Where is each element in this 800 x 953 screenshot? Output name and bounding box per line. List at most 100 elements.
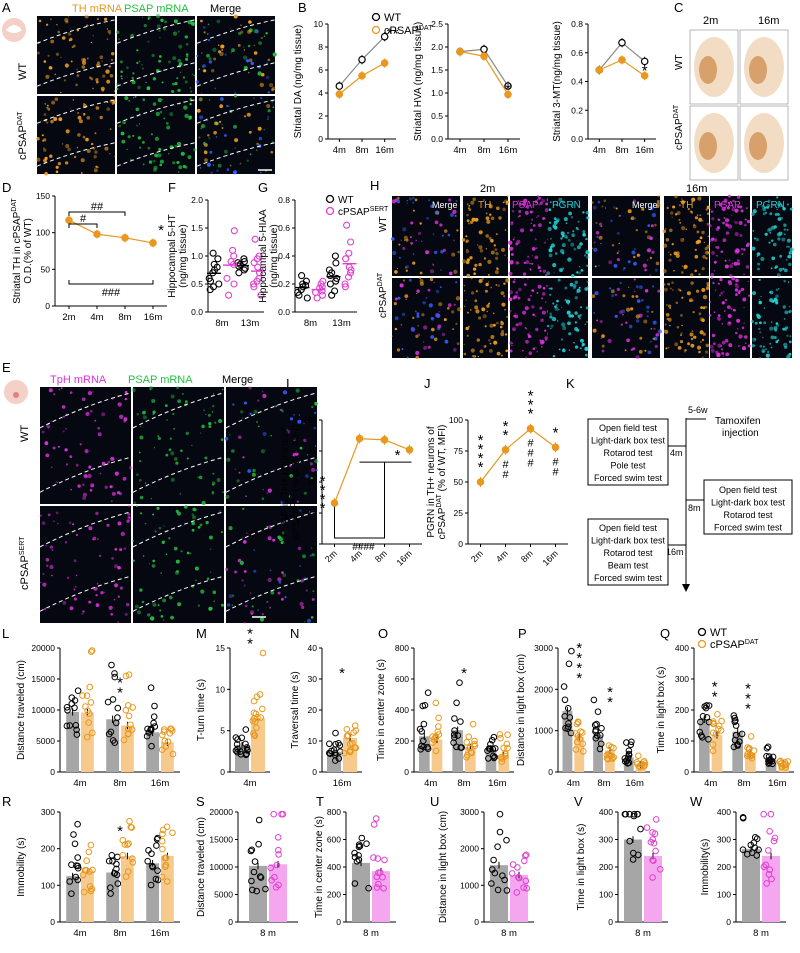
e-micrograph-cell [111,491,116,496]
a-micrograph-cell [76,74,80,77]
a-micrograph-cell [90,142,94,146]
data-point [522,851,530,859]
e-micrograph-cell [310,477,313,480]
e-micrograph-cell [41,430,45,434]
y-axis-label: Striatal HVA (ng/mg tissue) [413,22,424,141]
data-point [326,272,334,280]
a-micrograph-cell [250,61,254,66]
y-tick-label: 1000 [534,726,553,736]
h-merge-micrograph-cell [447,233,451,237]
y-tick-label: 2.5 [431,19,443,29]
e-micrograph-cell [286,430,291,434]
c-row-wt: WT [674,54,685,70]
h-micrograph-cell [774,328,778,332]
a-micrograph-cell [247,29,252,34]
y-tick-label: 400 [599,807,613,817]
data-point [421,702,429,709]
h-micrograph-cell [680,200,686,205]
h-micrograph [710,196,750,276]
e-micrograph-cell [142,555,145,557]
a-micrograph-cell [54,97,59,101]
e-row-wt: WT [19,425,31,442]
h-merge-micrograph-cell [647,224,650,227]
h-micrograph-cell [773,336,777,339]
data-point [74,820,81,828]
a-micrograph-cell [80,158,85,163]
h-micrograph-cell [783,228,786,231]
a-micrograph-cell [106,38,109,40]
h-micrograph-cell [743,306,745,309]
data-point [332,729,339,737]
data-point [66,878,73,885]
data-point [274,834,282,841]
a-micrograph-cell [213,130,217,135]
h-merge-micrograph-cell [394,270,398,274]
data-point [65,216,73,225]
e-micrograph-cell [177,602,182,607]
h-micrograph-cell [776,232,782,237]
h-micrograph-cell [576,245,581,250]
data-point [375,880,382,888]
h-micrograph-cell [726,305,731,309]
h-merge-micrograph-cell [441,332,446,337]
a-micrograph-cell [106,79,110,84]
h-micrograph-cell [694,248,697,251]
data-point [490,856,497,864]
data-point [268,876,275,884]
x-tick-label: 16m [333,778,352,789]
e-micrograph-cell [64,541,68,544]
h-micrograph-cell [741,326,745,330]
a-micrograph-cell [86,116,91,120]
a-micrograph-cell [187,155,192,160]
h-micrograph-cell [770,346,773,349]
h-micrograph-cell [761,205,764,208]
h-micrograph-cell [507,195,509,198]
a-micrograph-cell [271,88,274,92]
e-micrograph-cell [133,501,137,505]
data-point [73,726,80,734]
data-point [705,702,713,709]
data-point [234,748,241,756]
e-micrograph-cell [177,399,182,404]
h-merge-micrograph-cell [598,235,603,240]
e-micrograph-cell [75,463,79,467]
a-micrograph-cell [110,58,114,62]
k-test-item: Light-dark box test [591,436,666,446]
data-point [209,249,217,257]
panel-label-r: R [2,794,11,809]
e-micrograph-cell [281,597,284,601]
h-micrograph-cell [684,349,687,352]
data-point [298,272,306,280]
data-point [451,727,458,734]
data-point [561,696,569,704]
h-micrograph-cell [778,203,783,208]
e-micrograph-cell [278,580,282,584]
data-point [709,741,717,748]
h-micrograph-cell [529,331,531,333]
h-micrograph-cell [544,338,548,342]
h-micrograph-cell [470,309,472,311]
data-point [114,880,122,887]
bracket [68,280,154,285]
data-point [342,255,350,263]
h-micrograph-cell [746,242,750,246]
h-micrograph-cell [701,267,705,271]
y-tick-label: 0.6 [571,48,583,58]
e-micrograph-cell [293,414,295,416]
h-micrograph-cell [681,296,684,299]
h-merge-micrograph-cell [641,207,645,211]
h-merge-micrograph-cell [651,250,655,254]
k-tamoxifen: Tamoxifen [715,416,761,427]
data-point [490,733,498,741]
y-tick-label: 15 [216,643,226,653]
h-micrograph-cell [520,228,525,233]
data-point [496,810,504,818]
h-micrograph-cell [561,252,565,255]
h-merge-micrograph-cell [404,294,409,298]
y-tick-label: 1000 [460,880,479,890]
e-micrograph-cell [249,592,252,594]
bar [352,862,370,922]
significance-mark: * [478,459,484,476]
a-micrograph-cell [234,94,237,98]
